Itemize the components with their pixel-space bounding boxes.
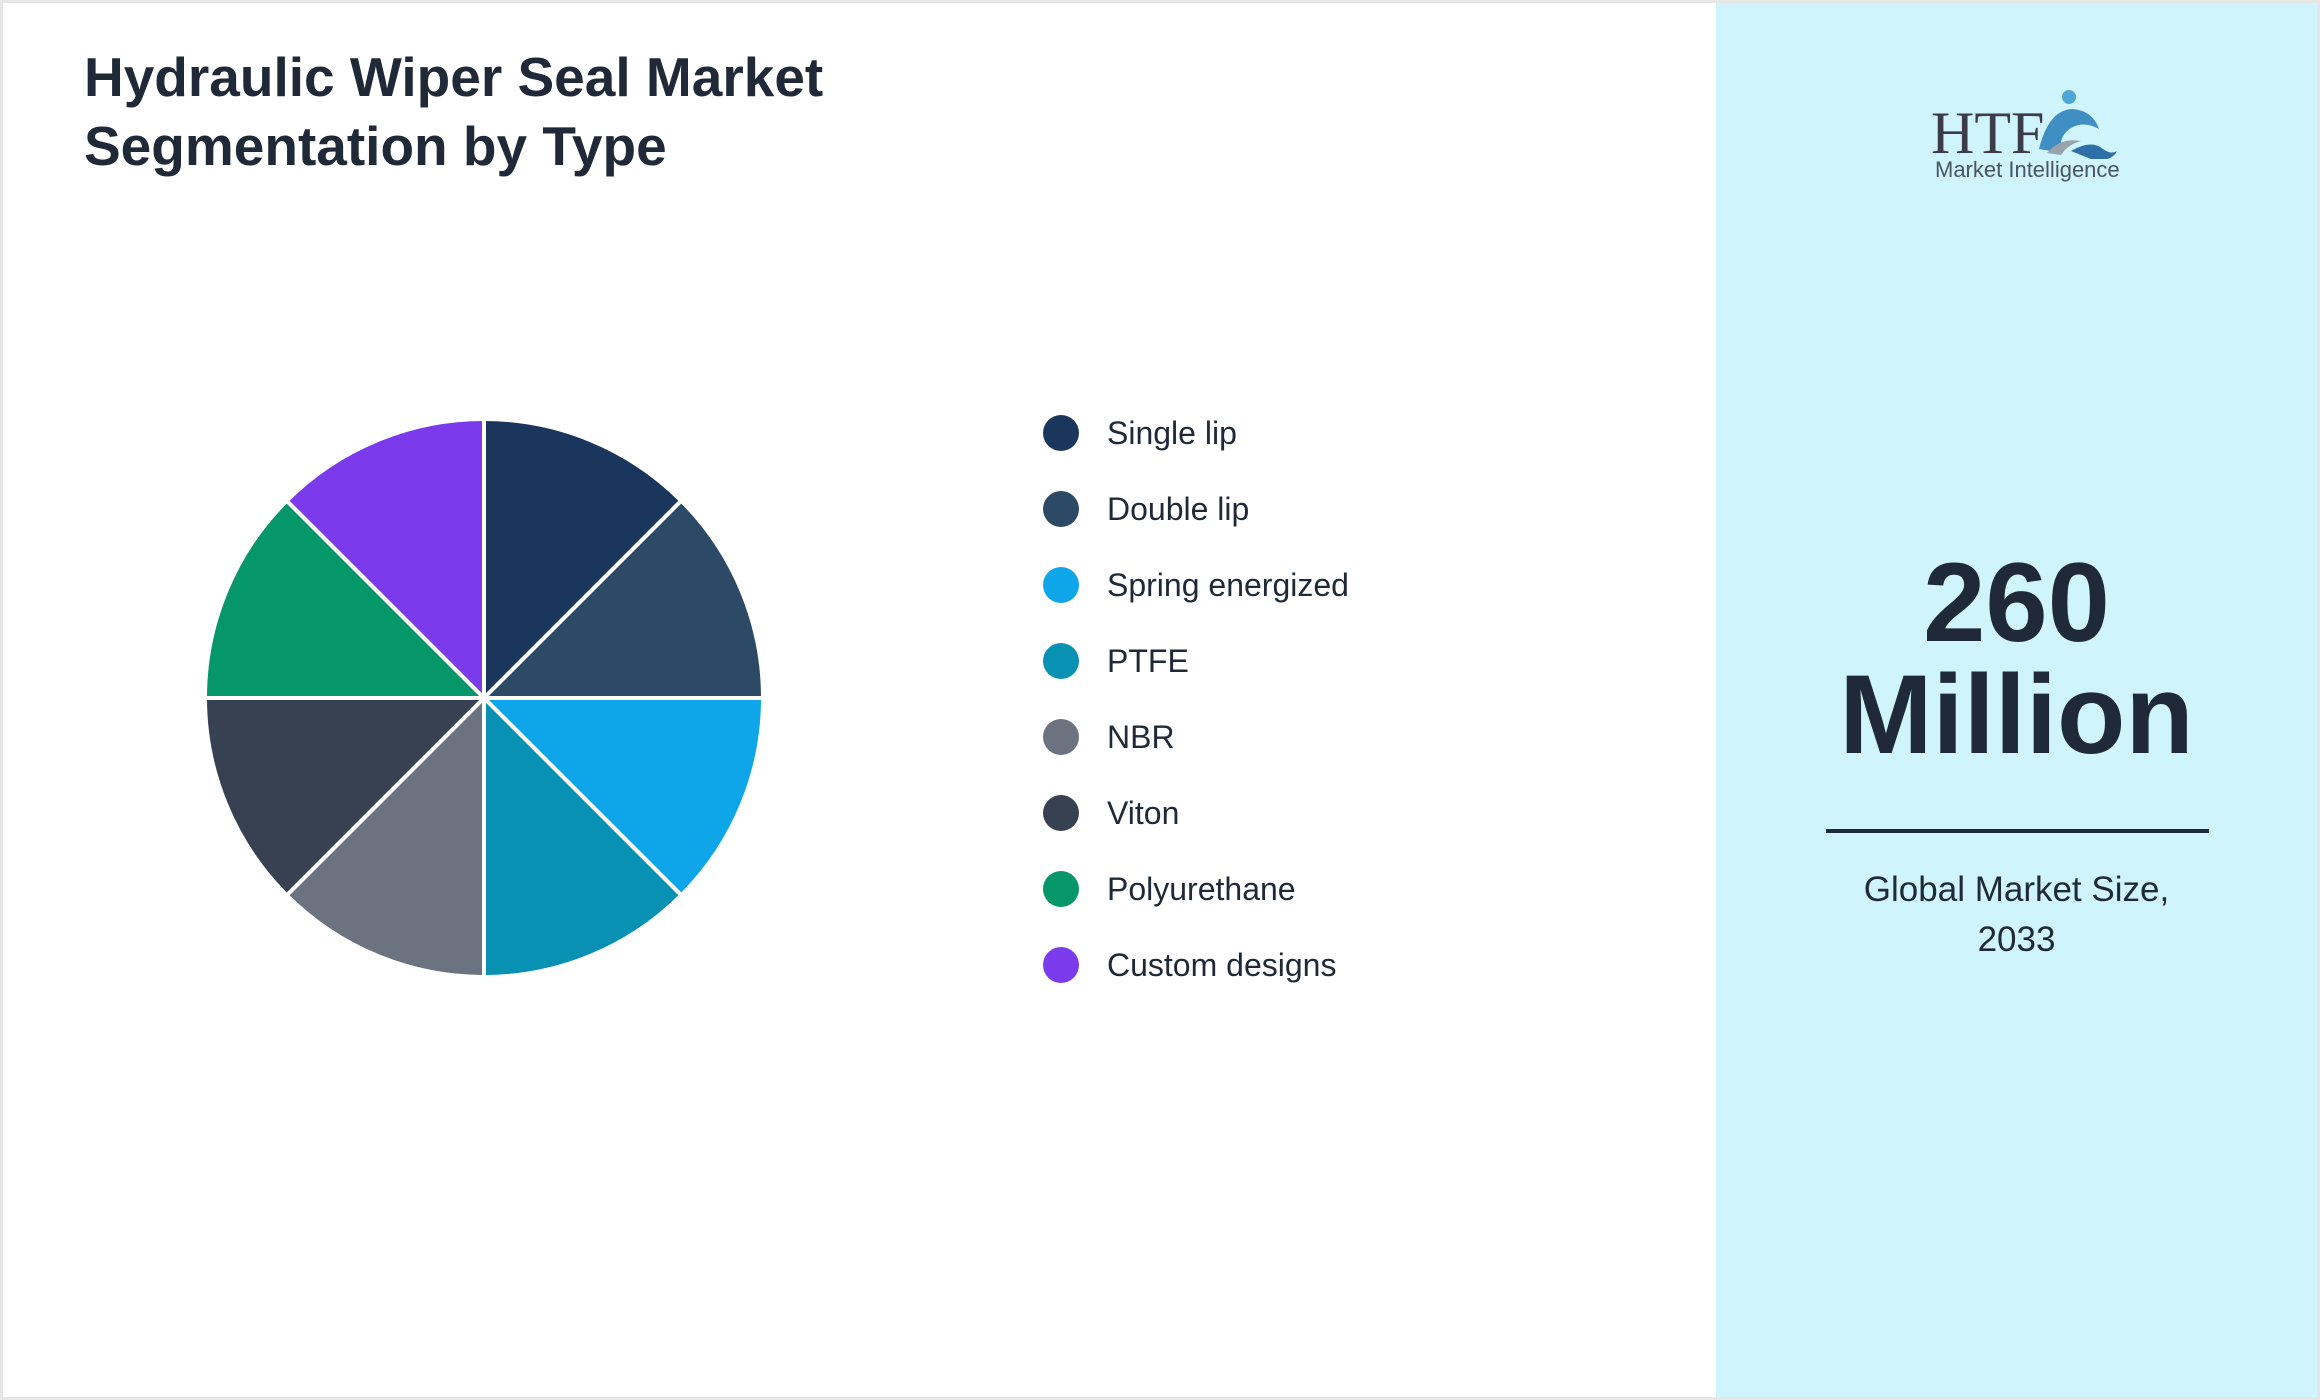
legend-label: Custom designs xyxy=(1107,947,1337,983)
market-caption-line-2: 2033 xyxy=(1977,920,2056,959)
pie-chart xyxy=(202,416,766,980)
legend-swatch xyxy=(1043,491,1079,527)
legend-swatch xyxy=(1043,643,1079,679)
market-value-number: 260 xyxy=(1923,540,2110,665)
chart-panel: Hydraulic Wiper Seal Market Segmentation… xyxy=(3,3,1716,1397)
pie-slice-viton[interactable] xyxy=(202,696,489,899)
market-size-panel: HTF Market Intelligence 260 Million Glob… xyxy=(1716,3,2317,1397)
legend-label: Single lip xyxy=(1107,415,1237,451)
pie-slice-ptfe[interactable] xyxy=(482,693,685,980)
pie-slice-custom-designs[interactable] xyxy=(283,416,486,703)
market-value-unit: Million xyxy=(1839,652,2194,777)
htf-logo-icon: HTF xyxy=(1931,90,2117,166)
pie-slice-nbr[interactable] xyxy=(283,693,486,980)
htf-logo: HTF Market Intelligence xyxy=(1921,79,2121,189)
pie-slice-polyurethane[interactable] xyxy=(202,497,489,700)
legend-swatch xyxy=(1043,567,1079,603)
chart-title: Hydraulic Wiper Seal Market Segmentation… xyxy=(84,43,1084,181)
chart-title-line-1: Hydraulic Wiper Seal Market xyxy=(84,46,824,108)
pie-slice-single-lip[interactable] xyxy=(482,416,685,703)
legend-swatch xyxy=(1043,415,1079,451)
market-caption: Global Market Size, 2033 xyxy=(1716,865,2317,965)
pie-slice-double-lip[interactable] xyxy=(479,497,766,700)
legend-label: Viton xyxy=(1107,795,1180,831)
legend-swatch xyxy=(1043,947,1079,983)
pie-slice-spring-energized[interactable] xyxy=(479,696,766,899)
legend-swatch xyxy=(1043,795,1079,831)
legend-label: NBR xyxy=(1107,719,1175,755)
svg-text:HTF: HTF xyxy=(1931,100,2044,159)
logo-text: Market Intelligence xyxy=(1935,157,2120,182)
legend-label: Spring energized xyxy=(1107,567,1349,603)
legend-swatch xyxy=(1043,871,1079,907)
market-caption-line-1: Global Market Size, xyxy=(1863,870,2170,909)
legend-label: PTFE xyxy=(1107,643,1189,679)
chart-title-line-2: Segmentation by Type xyxy=(84,115,667,177)
legend-swatch xyxy=(1043,719,1079,755)
divider xyxy=(1826,829,2209,833)
legend-label: Double lip xyxy=(1107,491,1250,527)
report-card: Hydraulic Wiper Seal Market Segmentation… xyxy=(3,3,2317,1397)
legend-label: Polyurethane xyxy=(1107,871,1296,907)
